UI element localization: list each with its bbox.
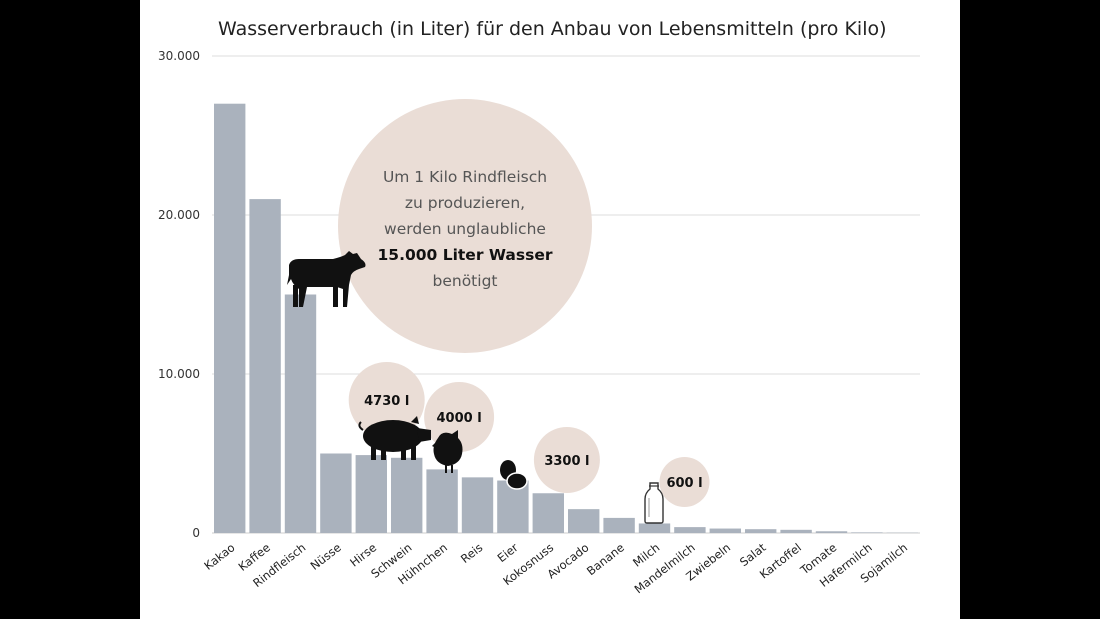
bar-nuesse [320,453,352,533]
value-bubble-label: 4000 l [437,411,482,426]
bar-hafermilch [851,532,883,533]
callout-text-line: benötigt [433,272,498,290]
chicken-icon [432,430,463,473]
bar-kartoffel [780,529,812,533]
eggs-icon [500,460,528,490]
bar-avocado [568,509,600,533]
value-bubble-label: 3300 l [544,454,589,469]
bar-reis [461,477,494,533]
value-bubble-label: 4730 l [364,394,409,409]
value-bubble [659,457,710,507]
x-tick-label: Kakao [201,540,237,573]
x-tick-label: Nüsse [308,540,344,573]
y-tick-label: 30.000 [158,49,200,63]
bar-banane [603,517,635,533]
bar-tomate [815,531,848,533]
y-tick-label: 20.000 [158,208,200,222]
x-tick-label: Reis [458,540,485,566]
value-bubble [533,427,600,493]
callout-text-line: Um 1 Kilo Rindfleisch [383,168,547,186]
bar-kakao [214,103,246,533]
x-tick-label: Eier [495,540,521,565]
chart-title: Wasserverbrauch (in Liter) für den Anbau… [218,18,887,40]
bar-rindfleisch [284,294,317,533]
y-tick-label: 10.000 [158,367,200,381]
bar-schwein [391,457,423,533]
milk-bottle-icon [644,482,664,524]
pig-icon [358,416,431,460]
chart-svg: 010.00020.00030.000KakaoKaffeeRindfleisc… [158,49,920,596]
value-bubble-label: 600 l [666,476,702,491]
bar-eier [497,480,529,533]
x-tick-label: Banane [584,540,627,578]
cow-icon [287,251,366,307]
callout-text-line: werden unglaubliche [384,220,546,238]
bar-mandelmilch [674,527,706,533]
bar-zwiebeln [709,528,741,533]
bar-milch [638,523,671,533]
chart-panel: Wasserverbrauch (in Liter) für den Anbau… [140,0,960,619]
bar-hirse [355,455,387,533]
y-tick-label: 0 [192,526,200,540]
bar-huehnchen [426,469,458,533]
bar-kokosnuss [532,493,564,533]
bar-kaffee [249,199,281,533]
callout-highlight: 15.000 Liter Wasser [378,246,553,264]
value-bubble [348,362,425,438]
bar-salat [745,529,777,533]
callout-circle [338,99,592,353]
callout-text-line: zu produzieren, [405,194,525,212]
